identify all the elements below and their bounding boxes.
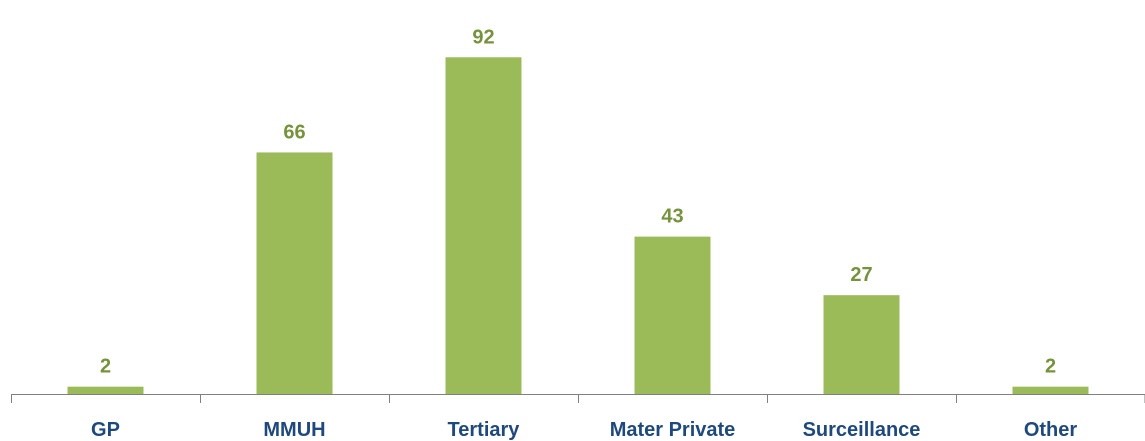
bar-surceillance — [823, 295, 900, 394]
x-axis-labels-group: GP MMUH Tertiary Mater Private Surceillance O… — [91, 419, 1077, 441]
tick-label-tertiary: Tertiary — [448, 419, 521, 441]
tick-label-surceillance: Surceillance — [803, 419, 921, 441]
tick-label-mmuh: MMUH — [263, 419, 325, 441]
bar-other — [1012, 386, 1089, 394]
value-label-gp: 2 — [100, 356, 111, 378]
value-label-tertiary: 92 — [472, 26, 494, 48]
value-label-surceillance: 27 — [850, 264, 872, 286]
bar-mater-private — [634, 236, 711, 394]
tick-label-mater-private: Mater Private — [610, 419, 736, 441]
tick-label-other: Other — [1024, 419, 1078, 441]
bar-gp — [67, 386, 144, 394]
value-label-other: 2 — [1045, 356, 1056, 378]
x-axis-ticks-group — [11, 394, 1145, 403]
value-label-mater-private: 43 — [661, 206, 683, 228]
tick-label-gp: GP — [91, 419, 120, 441]
bar-tertiary — [445, 57, 522, 394]
bar-mmuh — [256, 152, 333, 394]
value-labels-group: 2 66 92 43 27 2 — [100, 26, 1056, 377]
bars-group — [67, 57, 1089, 394]
value-label-mmuh: 66 — [283, 121, 305, 143]
